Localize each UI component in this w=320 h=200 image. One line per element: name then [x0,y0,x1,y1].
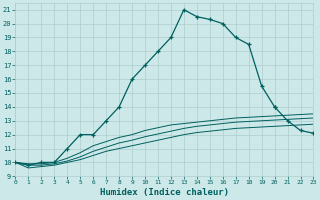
X-axis label: Humidex (Indice chaleur): Humidex (Indice chaleur) [100,188,229,197]
